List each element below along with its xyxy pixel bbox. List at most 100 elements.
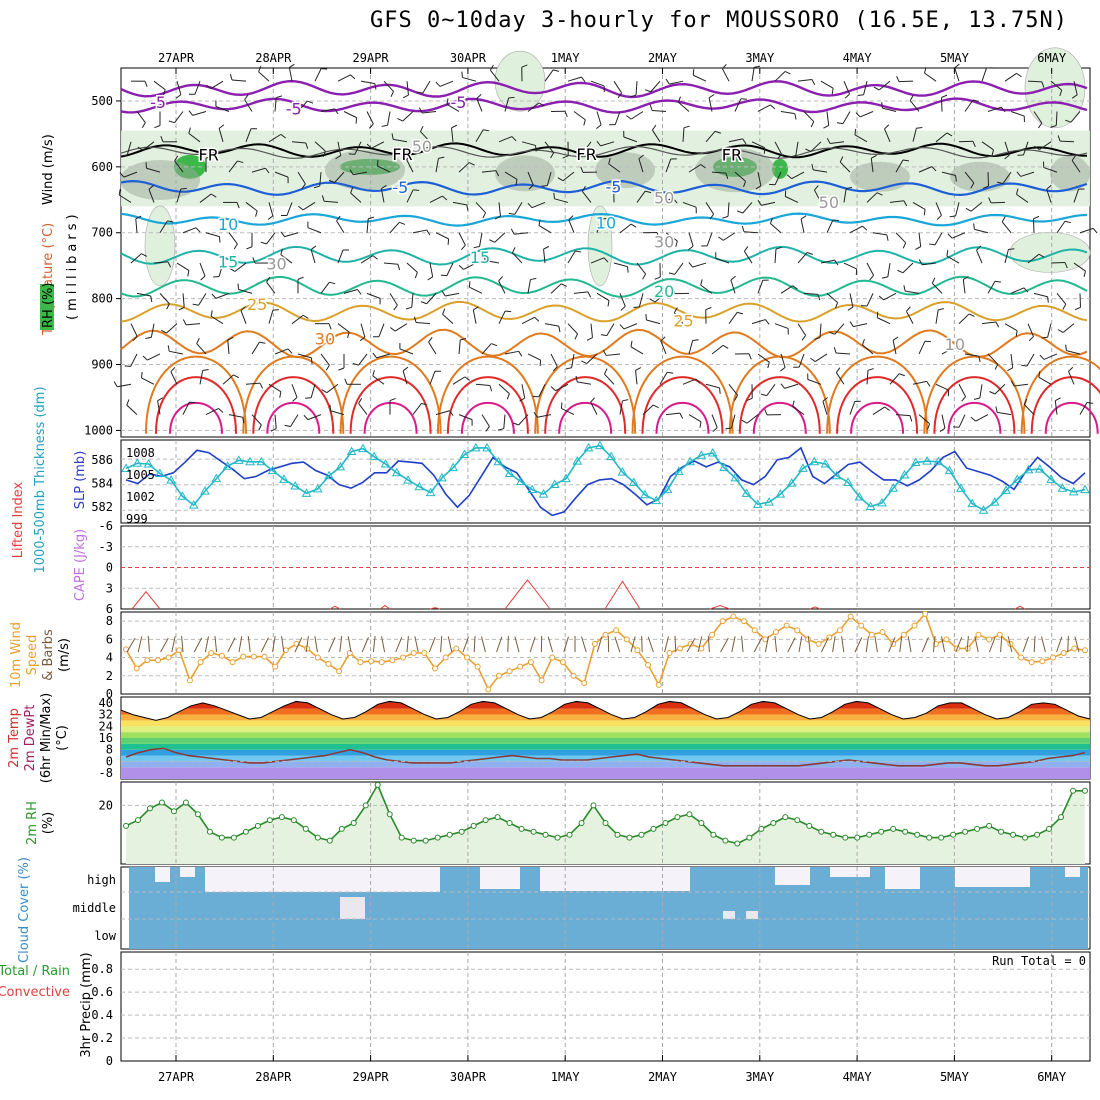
wind-barb-flag [748, 353, 752, 360]
wind-barb [274, 97, 277, 112]
wind-barb-flag [817, 294, 821, 301]
thickness-series [125, 446, 1086, 517]
wind10-barb [614, 636, 621, 653]
wind-barb [1079, 227, 1094, 234]
wind-barb [320, 281, 330, 294]
wind-barb-flag [187, 270, 190, 277]
wind-barb [142, 141, 155, 151]
wind-barb-flag [1037, 122, 1043, 129]
slp-series-point [414, 481, 425, 491]
slp-series-point [922, 456, 932, 465]
wind-barb [188, 132, 201, 143]
wind-barb [1033, 111, 1043, 124]
wind-barb [688, 414, 702, 423]
wind10-series-point [165, 654, 172, 661]
temp-outline [120, 700, 1091, 721]
wind-barb [820, 259, 835, 264]
wind10-series-point [197, 659, 204, 666]
wind-barb-flag [518, 351, 523, 357]
y-tick-label: 0.4 [91, 1008, 113, 1022]
wind10-barb [481, 636, 486, 653]
wind-barb-flag [737, 311, 744, 315]
rh2m-series-point [386, 811, 393, 818]
y-tick-label: 2 [106, 669, 113, 683]
wind-barb-flag [672, 287, 676, 294]
slp-series-point [944, 465, 955, 475]
wind-barb-flag [767, 362, 770, 369]
wind10-series-point [943, 636, 950, 643]
wind-barb [780, 110, 795, 115]
wind-barb [596, 219, 602, 233]
wind-barb-flag [244, 94, 249, 100]
wind10-axis-label-line: (m/s) [57, 638, 72, 672]
wind-barb-flag [482, 212, 486, 219]
wind-barb [813, 169, 828, 173]
wind10-series-point [1082, 647, 1088, 654]
rh2m-series-point [506, 820, 513, 826]
rh2m-series-point [554, 834, 561, 841]
wind-barb-flag [397, 264, 401, 271]
wind-barb-flag [574, 333, 578, 340]
wind-barb [458, 232, 466, 246]
wind-barb-flag [916, 126, 923, 129]
wind-barb [659, 197, 674, 203]
wind-barb [1073, 189, 1080, 203]
slp-series-point [166, 475, 176, 484]
wind-barb [705, 130, 716, 143]
wind-barb [360, 80, 375, 85]
wind-barb-flag [473, 306, 479, 311]
rh-mid-blob [695, 148, 775, 193]
wind-barb-flag [144, 80, 148, 87]
wind10-barb [753, 637, 763, 653]
wind-barb-flag [1016, 188, 1019, 195]
wind-barb-flag [421, 402, 428, 406]
wind-barb-flag [528, 184, 534, 190]
wind-barb [742, 202, 753, 214]
rh2m-series-point [206, 828, 213, 835]
wind10-series-point [432, 665, 439, 672]
wind10-barb [988, 636, 996, 653]
temperature-contour [120, 300, 1088, 323]
wind-barb [822, 401, 828, 415]
wind-barb [451, 127, 454, 142]
wind-barb-flag [206, 84, 212, 89]
wind-barb [141, 377, 155, 385]
wind-barb [218, 262, 224, 277]
rh2m-series-point [722, 837, 729, 844]
wind-barb-flag [558, 325, 561, 333]
wind10-series-point [836, 627, 843, 634]
contour-label: -5 [450, 93, 466, 112]
wind-barb-flag [600, 218, 607, 220]
wind-barb [849, 225, 863, 234]
wind-barb [1026, 353, 1035, 367]
wind-barb-flag [746, 397, 753, 402]
slp-series-point [673, 466, 684, 475]
wind-barb [918, 341, 926, 355]
rh2m-series-point [494, 814, 501, 821]
wind-barb [567, 76, 582, 82]
wind-barb [619, 223, 632, 234]
wind-barb [688, 232, 694, 247]
wind10-series-point [559, 659, 566, 666]
wind-barb-flag [352, 363, 359, 366]
wind10-series-point [794, 627, 801, 634]
wind-barb-flag [743, 181, 747, 188]
wind-barb-flag [947, 233, 953, 239]
wind-barb-flag [871, 154, 877, 159]
wind-barb-flag [794, 113, 797, 120]
wind-barb [912, 380, 927, 385]
y-tick-label: 0 [106, 561, 113, 575]
wind-barb-flag [1001, 216, 1006, 223]
rh2m-series-point [362, 802, 369, 809]
wind-barb [479, 232, 483, 247]
cloud-clear-patch [830, 867, 870, 877]
wind10-barb [395, 636, 403, 653]
slp-series-point [177, 491, 188, 500]
wind-barb [797, 78, 812, 82]
y-tick-label: 24 [99, 719, 113, 733]
wind-barb-flag [418, 107, 423, 114]
wind-barb-flag [538, 102, 545, 107]
slp-series-point [538, 489, 549, 498]
wind-barb [650, 80, 661, 93]
